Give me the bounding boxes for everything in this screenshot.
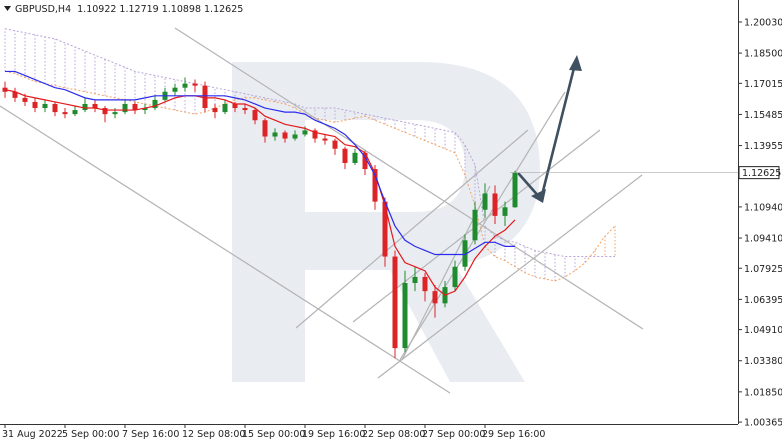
candle-body: [82, 103, 88, 111]
candle-body: [482, 193, 488, 210]
candle-body: [282, 132, 288, 139]
candle-body: [342, 148, 348, 163]
candle-body: [432, 291, 438, 304]
candle-body: [392, 256, 398, 349]
candle-body: [512, 172, 518, 208]
axis-labels: 1.20030 1.18500 1.17015 1.15485 1.13955 1.109…: [2, 17, 782, 440]
candle-body: [92, 103, 98, 109]
header-high: 1.12719: [119, 4, 158, 15]
header: GBPUSD,H4 1.10922 1.12719 1.10898 1.12625: [4, 4, 243, 15]
menu-triangle: [4, 6, 11, 11]
candle-body: [492, 193, 498, 216]
candle-body: [22, 97, 28, 102]
y-tick-label: 1.18500: [744, 49, 782, 60]
x-tick-label: 12 Sep 08:00: [182, 429, 245, 440]
candle-body: [502, 207, 508, 216]
y-tick-label: 1.17015: [744, 79, 782, 90]
y-tick-label: 1.04910: [744, 325, 782, 336]
x-tick-label: 29 Sep 16:00: [482, 429, 545, 440]
y-tick-label: 1.13955: [744, 141, 782, 152]
candle-body: [302, 130, 308, 135]
y-tick-label: 1.10940: [744, 202, 782, 213]
candle-body: [102, 108, 108, 115]
trend-line: [377, 174, 643, 379]
indicator-line: [5, 70, 515, 256]
y-tick-label: 1.06395: [744, 295, 782, 306]
price-layer: [2, 70, 518, 359]
candle-body: [122, 103, 128, 113]
candle-body: [352, 152, 358, 163]
candle-body: [142, 108, 148, 111]
candle-body: [172, 87, 178, 92]
cloud-span: [4, 70, 616, 282]
candle-body: [292, 134, 298, 139]
x-tick-label: 22 Sep 08:00: [362, 429, 425, 440]
candle-body: [322, 138, 328, 141]
candle-body: [62, 112, 68, 115]
trend-line: [295, 129, 529, 329]
candle-body: [192, 83, 198, 86]
candle-body: [312, 130, 318, 139]
candle-body: [332, 140, 338, 149]
candle-body: [252, 110, 258, 121]
candle-body: [272, 132, 278, 137]
candle-body: [42, 103, 48, 109]
last-price-box: [738, 166, 780, 180]
candle-body: [412, 276, 418, 284]
last-price-label: 1.12625: [742, 168, 781, 179]
candle-body: [72, 110, 78, 115]
candle-body: [402, 283, 408, 349]
y-tick-label: 1.01850: [744, 387, 782, 398]
candle-body: [202, 85, 208, 109]
header-open: 1.10922: [77, 4, 116, 15]
candle-body: [362, 152, 368, 170]
header-low: 1.10898: [162, 4, 201, 15]
header-text: GBPUSD,H4 1.10922 1.12719 1.10898 1.12625: [15, 4, 243, 15]
candle-body: [262, 120, 268, 137]
candle-body: [182, 83, 188, 88]
arrow-head: [531, 189, 546, 203]
y-tick-label: 1.15485: [744, 110, 782, 121]
candle-body: [372, 169, 378, 202]
candle-body: [242, 108, 248, 111]
candle-body: [2, 87, 8, 92]
candle-body: [232, 103, 238, 109]
forecast-arrow: [517, 55, 582, 203]
candle-body: [452, 266, 458, 288]
x-tick-label: 31 Aug 2022: [2, 429, 63, 440]
candle-body: [132, 103, 138, 111]
candle-body: [212, 108, 218, 113]
arrow-head: [569, 55, 582, 71]
indicator-line: [4, 89, 516, 296]
candle-body: [472, 209, 478, 241]
x-tick-label: 7 Sep 16:00: [122, 429, 179, 440]
x-tick-label: 5 Sep 00:00: [62, 429, 119, 440]
candle-body: [32, 101, 38, 109]
y-tick-label: 1.07925: [744, 264, 782, 275]
candle-body: [152, 99, 158, 109]
header-close: 1.12625: [204, 4, 243, 15]
x-tick-label: 19 Sep 16:00: [302, 429, 365, 440]
trend-line: [174, 27, 644, 330]
x-tick-label: 15 Sep 00:00: [242, 429, 305, 440]
candle-body: [422, 276, 428, 292]
trend-line: [0, 105, 451, 394]
trend-line: [399, 91, 566, 361]
candle-body: [12, 91, 18, 98]
symbol: GBPUSD,H4: [15, 4, 71, 15]
y-tick-label: 1.03380: [744, 356, 782, 367]
candle-body: [382, 201, 388, 257]
x-tick-label: 27 Sep 00:00: [422, 429, 485, 440]
y-tick-label: 1.00365: [744, 418, 782, 429]
candle-body: [52, 103, 58, 113]
y-tick-label: 1.20030: [744, 17, 782, 28]
candle-body: [222, 103, 228, 113]
candle-body: [112, 112, 118, 115]
candle-body: [462, 240, 468, 267]
y-tick-label: 1.09410: [744, 234, 782, 245]
cloud-span: [4, 28, 615, 258]
